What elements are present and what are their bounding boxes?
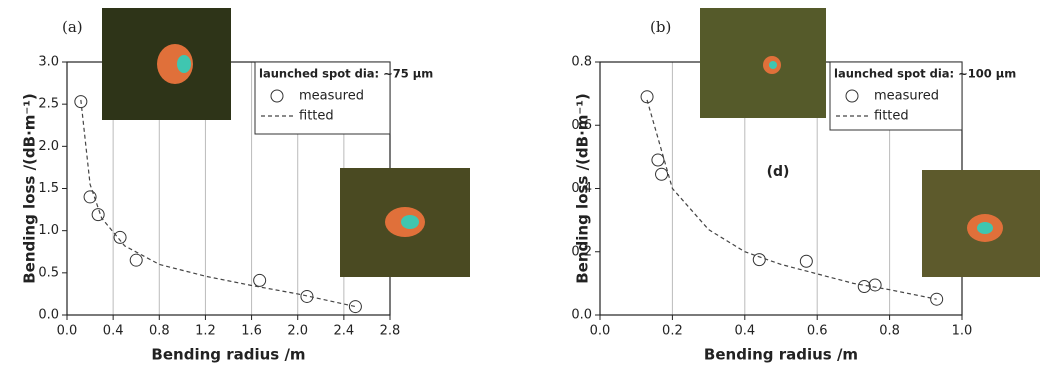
y-tick-label: 0.0 — [571, 308, 592, 323]
data-point — [869, 279, 881, 291]
y-tick-label: 1.5 — [38, 181, 59, 196]
x-tick-label: 0.8 — [879, 324, 900, 339]
panel-label: (a) — [62, 18, 83, 36]
data-point — [652, 154, 664, 166]
data-point — [349, 301, 361, 313]
legend-label: fitted — [874, 109, 909, 124]
y-tick-label: 2.5 — [38, 97, 59, 112]
data-point — [130, 254, 142, 266]
x-tick-label: 2.4 — [334, 324, 355, 339]
spot-core — [177, 55, 191, 73]
y-tick-label: 1.0 — [38, 223, 59, 238]
figure: 0.0 0.4 0.8 1.2 1.6 2.0 2.4 2.8 0.0 0.5 1.0 1.5 2.0 2… — [0, 0, 1040, 377]
spot-core — [401, 215, 419, 229]
data-point — [800, 255, 812, 267]
x-axis-label: Bending radius /m — [151, 346, 305, 364]
x-tick-label: 0.0 — [57, 324, 78, 339]
x-tick-label: 0.4 — [734, 324, 755, 339]
inset-images — [102, 8, 1040, 277]
x-tick-label: 1.0 — [952, 324, 973, 339]
legend-title: launched spot dia: ~100 μm — [834, 67, 1016, 81]
y-tick-label: 0.8 — [571, 55, 592, 70]
legend-title: launched spot dia: ~75 μm — [259, 67, 433, 81]
data-point — [114, 231, 126, 243]
y-tick-label: 2.0 — [38, 139, 59, 154]
spot-core — [977, 222, 993, 234]
inset-image — [700, 8, 826, 118]
x-tick-label: 0.4 — [103, 324, 124, 339]
y-tick-label: 3.0 — [38, 55, 59, 70]
y-tick-label: 0.5 — [38, 265, 59, 280]
x-axis-label: Bending radius /m — [704, 346, 858, 364]
legend-label: measured — [874, 89, 939, 104]
spot-core — [769, 61, 777, 69]
x-tick-label: 1.2 — [195, 324, 216, 339]
annotation: (d) — [767, 164, 790, 180]
panel-label: (b) — [650, 18, 671, 36]
y-axis-label: Bending loss /(dB·m⁻¹) — [574, 93, 592, 284]
x-tick-label: 2.0 — [287, 324, 308, 339]
data-point — [753, 254, 765, 266]
x-tick-label: 0.6 — [807, 324, 828, 339]
x-tick-label: 0.2 — [662, 324, 683, 339]
data-point — [656, 168, 668, 180]
data-point — [254, 274, 266, 286]
x-tick-label: 0.8 — [149, 324, 170, 339]
x-tick-label: 0.0 — [590, 324, 611, 339]
y-axis-label: Bending loss /(dB·m⁻¹) — [21, 93, 39, 284]
x-tick-label: 2.8 — [380, 324, 401, 339]
x-tick-label: 1.6 — [241, 324, 262, 339]
legend-label: measured — [299, 89, 364, 104]
legend-label: fitted — [299, 109, 334, 124]
y-tick-label: 0.0 — [38, 308, 59, 323]
